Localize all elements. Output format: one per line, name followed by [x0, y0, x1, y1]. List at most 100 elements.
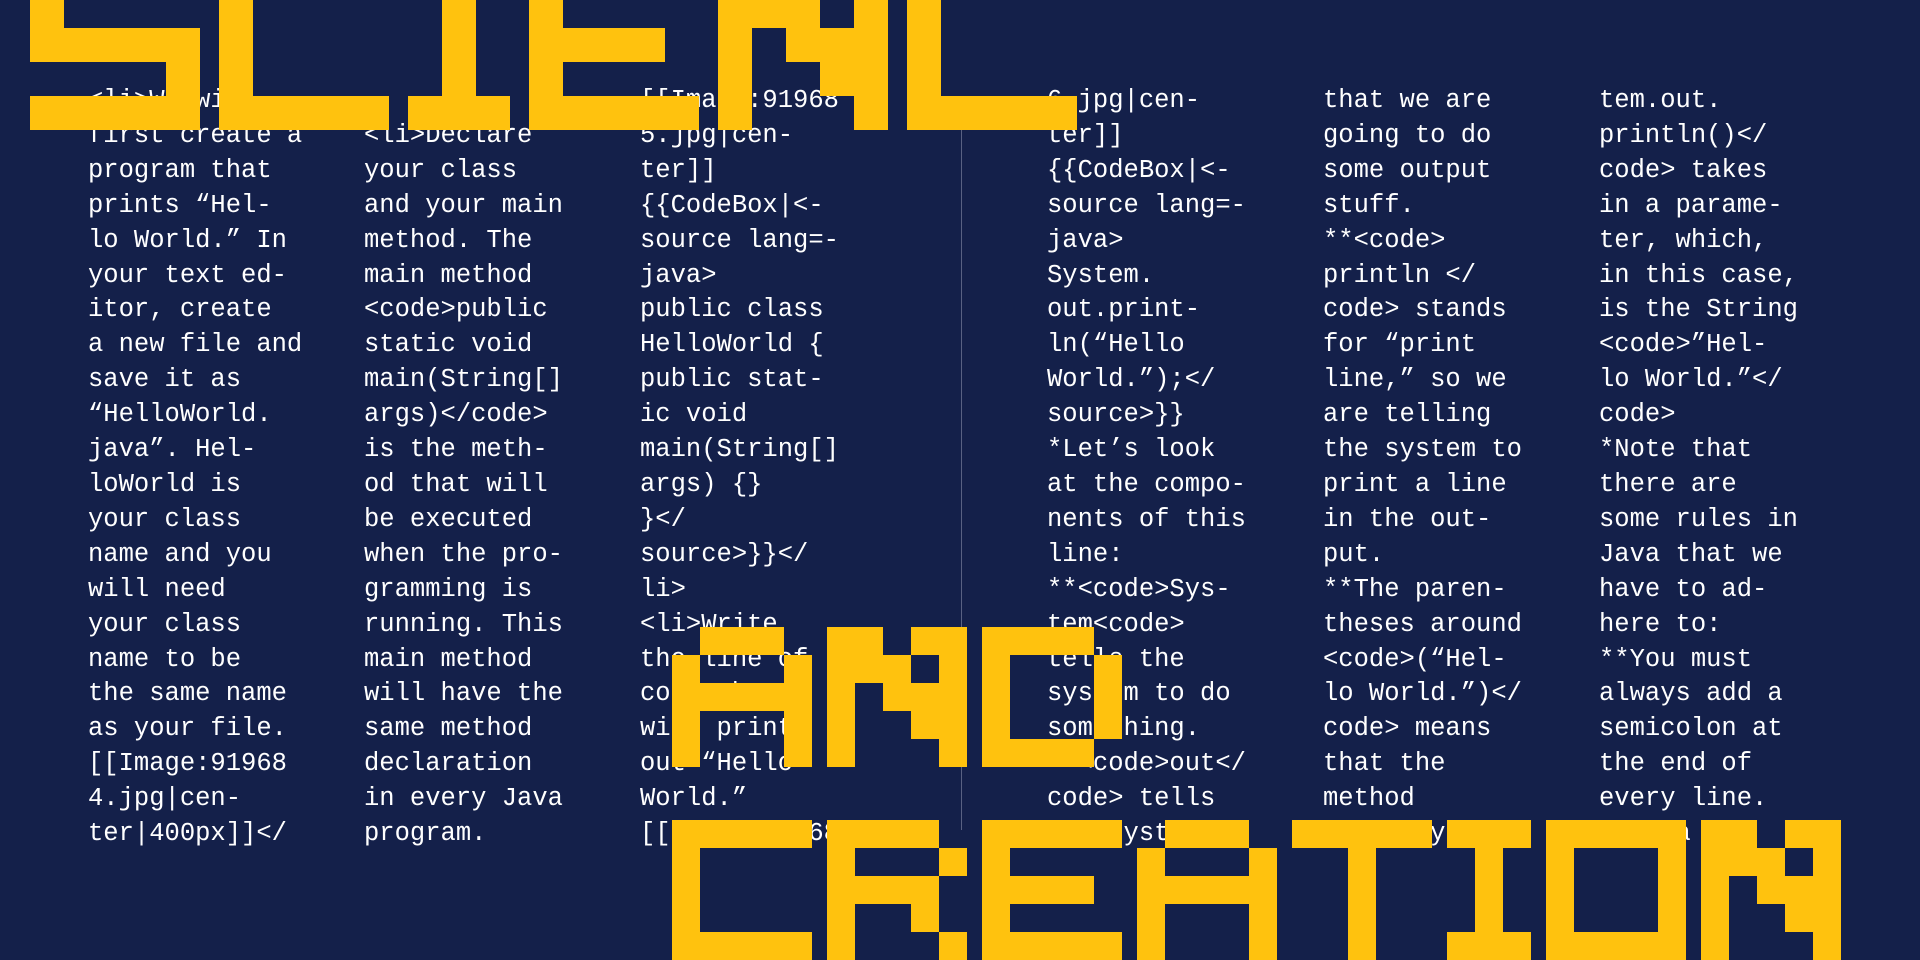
- text-line: system to do: [1047, 679, 1231, 709]
- text-line: code>: [1599, 400, 1676, 430]
- text-line: static void: [364, 330, 533, 360]
- text-line: **<code>Sys-: [1047, 574, 1231, 604]
- text-line: <code>(“Hel-: [1323, 644, 1507, 674]
- text-line: for “print: [1323, 330, 1477, 360]
- text-line: **You must: [1599, 644, 1753, 674]
- text-line: will need: [88, 574, 226, 604]
- text-line: main method: [364, 260, 533, 290]
- text-line: there are: [1599, 469, 1737, 499]
- text-line: main(String[]: [364, 365, 563, 395]
- text-line: println </: [1323, 260, 1477, 290]
- text-line: source>}}: [1047, 400, 1185, 430]
- text-line: your class: [364, 155, 518, 185]
- text-line: {{CodeBox|<-: [1047, 155, 1231, 185]
- text-line: stuff.: [1323, 190, 1415, 220]
- text-line: your class: [88, 609, 242, 639]
- text-line: println()</: [1599, 120, 1768, 150]
- right-page: 6.jpg|cen-ter]] {{CodeBox|<- source lang=-…: [961, 0, 1920, 960]
- text-line: name and you: [88, 539, 272, 569]
- text-line: out.print-: [1047, 295, 1201, 325]
- text-line: is the String: [1599, 295, 1798, 325]
- text-line: ic void: [640, 400, 748, 430]
- text-line: tem.out.: [1599, 86, 1722, 115]
- text-line: ter, which,: [1599, 225, 1768, 255]
- text-line: semicolon at: [1599, 714, 1783, 744]
- text-line: source lang=-: [1047, 190, 1246, 220]
- text-line: main method: [364, 644, 533, 674]
- text-line: going to do: [1323, 120, 1492, 150]
- text-line: prints “Hel-: [88, 190, 272, 220]
- text-line: in the out-: [1323, 504, 1492, 534]
- text-line: always add a: [1599, 679, 1783, 709]
- text-line: put.: [1323, 539, 1385, 569]
- text-line: code> takes: [1599, 155, 1768, 185]
- text-line: <code>”Hel-: [1599, 330, 1768, 360]
- text-line: }</: [640, 504, 686, 534]
- text-line: in this case,: [1599, 260, 1798, 290]
- text-line: program.: [364, 819, 487, 849]
- text-line: Java that we: [1599, 539, 1783, 569]
- text-line: od that will: [364, 469, 548, 499]
- text-line: will have the: [364, 679, 563, 709]
- text-line: args)</code>: [364, 400, 548, 430]
- text-line: ln(“Hello: [1047, 330, 1185, 360]
- text-line: print a line: [1323, 469, 1507, 499]
- text-line: something.: [1047, 714, 1201, 744]
- text-line: line,” so we: [1323, 365, 1507, 395]
- text-line: gramming is: [364, 574, 533, 604]
- text-line: declaration: [364, 749, 533, 779]
- text-line: *Let’s look: [1047, 435, 1216, 465]
- text-line: the system to: [1323, 435, 1522, 465]
- text-line: loWorld is: [88, 469, 242, 499]
- text-line: source>}}</: [640, 539, 809, 569]
- text-line: *Note that: [1599, 435, 1753, 465]
- title-science: SCIENCE: [30, 0, 1077, 130]
- text-line: when the pro-: [364, 539, 563, 569]
- text-line: main(String[]: [640, 435, 839, 465]
- text-line: **<code>: [1323, 225, 1446, 255]
- text-line: the same name: [88, 679, 287, 709]
- text-line: as your file.: [88, 714, 287, 744]
- text-line: java>: [640, 260, 717, 290]
- text-line: are telling: [1323, 400, 1492, 430]
- text-line: 4.jpg|cen-: [88, 784, 242, 814]
- text-line: some rules in: [1599, 504, 1798, 534]
- text-line: source lang=-: [640, 225, 839, 255]
- text-line: a new file and: [88, 330, 303, 360]
- text-line: ter|400px]]</: [88, 819, 287, 849]
- text-line: HelloWorld {: [640, 330, 824, 360]
- text-line: {{CodeBox|<-: [640, 190, 824, 220]
- text-line: here to:: [1599, 609, 1722, 639]
- text-line: your class: [88, 504, 242, 534]
- text-line: “HelloWorld.: [88, 400, 272, 430]
- text-line: World.”: [640, 784, 748, 814]
- text-column-6: tem.out. println()</ code> takes in a param…: [1599, 84, 1835, 852]
- text-line: lo World.”</: [1599, 365, 1783, 395]
- text-line: ter]]: [640, 155, 717, 185]
- text-line: in a parame-: [1599, 190, 1783, 220]
- text-line: at the compo-: [1047, 469, 1246, 499]
- text-line: World.”);</: [1047, 365, 1216, 395]
- text-line: out “Hello: [640, 749, 794, 779]
- text-line: System.: [1047, 260, 1155, 290]
- text-line: that the: [1323, 749, 1446, 779]
- text-line: public class: [640, 295, 824, 325]
- text-line: code> stands: [1323, 295, 1507, 325]
- text-line: have to ad-: [1599, 574, 1768, 604]
- text-line: public stat-: [640, 365, 824, 395]
- text-column-2: <li>Declare your class and your main method…: [364, 84, 600, 852]
- text-line: lo World.”)</: [1323, 679, 1522, 709]
- text-line: name to be: [88, 644, 242, 674]
- text-line: be executed: [364, 504, 533, 534]
- text-line: every line.: [1599, 784, 1768, 814]
- title-and: AND: [672, 627, 1122, 767]
- text-line: program that: [88, 155, 272, 185]
- text-line: java”. Hel-: [88, 435, 257, 465]
- text-line: same method: [364, 714, 533, 744]
- text-line: 6.jpg|cen-: [1047, 86, 1201, 115]
- text-line: is the meth-: [364, 435, 548, 465]
- text-line: will print: [640, 714, 794, 744]
